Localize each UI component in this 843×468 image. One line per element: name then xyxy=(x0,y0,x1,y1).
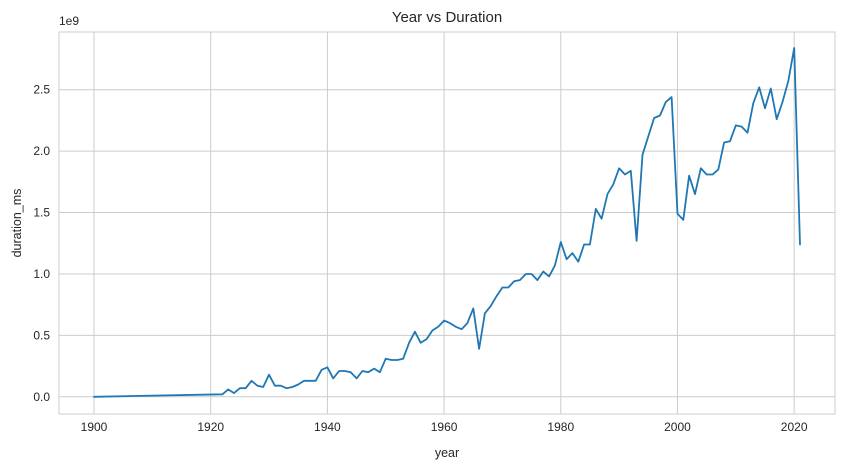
y-offset-label: 1e9 xyxy=(59,14,79,28)
x-tick-label: 1980 xyxy=(547,420,574,434)
x-axis-label: year xyxy=(435,446,459,460)
x-tick-label: 1920 xyxy=(197,420,224,434)
plot-frame xyxy=(58,31,836,415)
grid xyxy=(59,32,835,414)
y-tick-label: 2.5 xyxy=(33,83,50,97)
tick-labels: 1900 1920 1940 1960 1980 2000 2020 0.0 0.5 1.0 1.5… xyxy=(33,83,808,434)
x-tick-label: 1900 xyxy=(81,420,108,434)
series-line xyxy=(93,47,801,398)
data-series xyxy=(93,47,801,398)
y-tick-label: 0.5 xyxy=(33,328,50,342)
x-tick-label: 1960 xyxy=(431,420,458,434)
x-tick-label: 2020 xyxy=(781,420,808,434)
y-tick-label: 1.5 xyxy=(33,206,50,220)
y-tick-label: 1.0 xyxy=(33,267,50,281)
y-axis-label: duration_ms xyxy=(10,189,24,258)
x-tick-label: 1940 xyxy=(314,420,341,434)
y-tick-label: 2.0 xyxy=(33,144,50,158)
x-tick-label: 2000 xyxy=(664,420,691,434)
y-tick-label: 0.0 xyxy=(33,390,50,404)
chart-title: Year vs Duration xyxy=(392,9,502,26)
